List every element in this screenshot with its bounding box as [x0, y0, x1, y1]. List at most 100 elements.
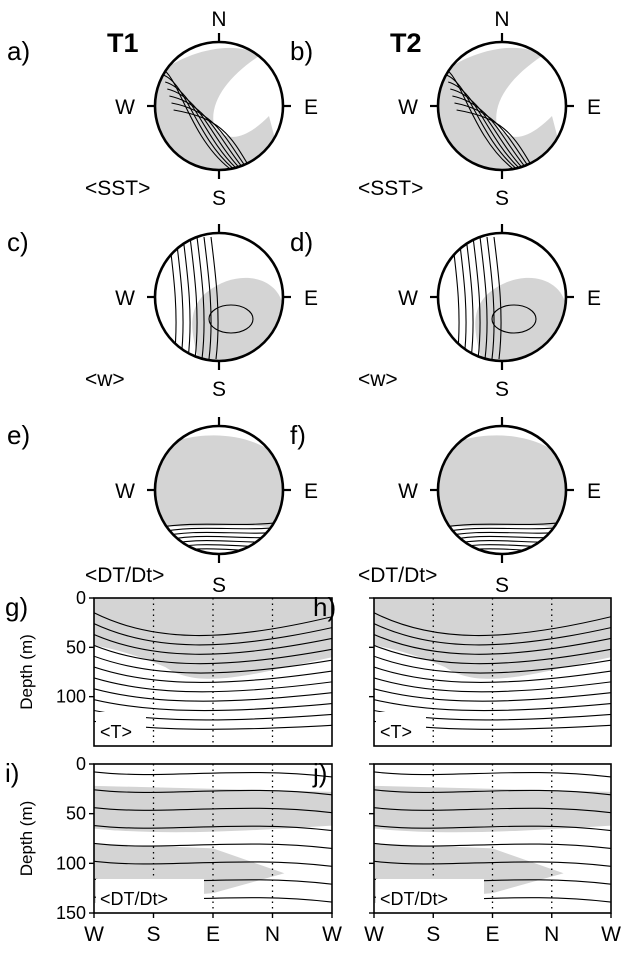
- compass-east: E: [587, 480, 601, 503]
- title-t2: T2: [390, 28, 422, 58]
- x-tick-label: N: [544, 923, 559, 946]
- polar-map-a: N W E Sa) <SST>: [7, 8, 318, 210]
- compass-east: E: [304, 96, 318, 119]
- contour-line: [167, 88, 240, 169]
- contour-line: [196, 236, 205, 360]
- x-tick-label: S: [426, 923, 440, 946]
- contour-line: [493, 236, 502, 360]
- depth-section-j: <DT/Dt> W S E N Wj): [312, 758, 621, 946]
- contour-line: [94, 655, 332, 674]
- x-tick-label: W: [84, 923, 104, 946]
- polar-map-c: W E Sc) <w>: [7, 224, 318, 401]
- compass-east: E: [304, 287, 318, 310]
- contour-line: [160, 67, 230, 169]
- contour-line: [374, 807, 611, 814]
- contour-line: [374, 677, 611, 693]
- label-background: [376, 712, 426, 744]
- compass-south: S: [495, 378, 509, 401]
- contour-line: [456, 109, 534, 169]
- contour-line: [169, 95, 244, 169]
- contour-line: [175, 236, 184, 360]
- x-tick-label: S: [146, 923, 160, 946]
- depth-section-h: <T> h): [313, 592, 612, 747]
- compass-south: S: [212, 574, 226, 597]
- x-tick-label: E: [485, 923, 499, 946]
- title-t1: T1: [107, 28, 139, 58]
- contour-line: [458, 236, 467, 360]
- contour-line: [94, 699, 332, 712]
- panel-label-f: f): [290, 420, 306, 450]
- contour-line: [438, 521, 566, 529]
- y-axis-label: Depth (m): [17, 801, 36, 877]
- shaded-region: [438, 435, 566, 530]
- x-tick-label: E: [206, 923, 220, 946]
- panel-label-g: g): [5, 592, 28, 622]
- y-tick-label: 100: [56, 687, 86, 707]
- contour-line: [94, 825, 332, 832]
- variable-label-f: <DT/Dt>: [358, 564, 437, 587]
- contour-line: [94, 644, 332, 665]
- contour-line: [374, 655, 611, 674]
- x-tick-label: W: [601, 923, 621, 946]
- panel-label-c: c): [7, 227, 29, 257]
- panel-label-j: j): [312, 758, 327, 788]
- contour-line: [94, 677, 332, 693]
- contour-line: [210, 236, 219, 360]
- compass-north: N: [211, 8, 226, 31]
- compass-south: S: [212, 378, 226, 401]
- contour-line: [445, 74, 516, 169]
- contour-line: [94, 771, 332, 778]
- y-tick-label: 50: [66, 804, 86, 824]
- contour-line: [374, 623, 611, 646]
- label-background: [376, 879, 484, 911]
- contour-line: [94, 860, 332, 867]
- compass-east: E: [304, 480, 318, 503]
- contour-line: [182, 236, 191, 360]
- polar-map-b: N W E Sb) <SST>: [290, 8, 601, 210]
- contour-line: [208, 304, 254, 334]
- plot-frame: [93, 597, 333, 747]
- compass-east: E: [587, 96, 601, 119]
- panel-label-e: e): [7, 420, 30, 450]
- contour-line: [374, 860, 611, 867]
- contour-line: [94, 612, 332, 637]
- compass-west: W: [115, 287, 135, 310]
- contour-line: [374, 634, 611, 655]
- polar-map-f: W E Sf) <DT/Dt>: [290, 417, 601, 597]
- panel-label-a: a): [7, 36, 30, 66]
- polar-map-d: W E Sd) <w>: [290, 224, 601, 401]
- shaded-region: [192, 277, 283, 361]
- label-background: [96, 712, 146, 744]
- shaded-region: [438, 47, 566, 170]
- contour-line: [465, 236, 474, 360]
- x-tick-label: N: [265, 923, 280, 946]
- variable-label-g: <T>: [100, 722, 132, 742]
- y-tick-label: 0: [76, 588, 86, 608]
- compass-west: W: [115, 96, 135, 119]
- contour-line: [374, 699, 611, 712]
- depth-section-i: <DT/Dt> 0 50 100 150 Depth (m) W S E N Wi): [5, 754, 342, 946]
- panel-label-b: b): [290, 36, 313, 66]
- shaded-region: [155, 47, 283, 170]
- contour-line: [203, 236, 212, 360]
- variable-label-h: <T>: [380, 722, 412, 742]
- compass-south: S: [495, 574, 509, 597]
- variable-label-c: <w>: [85, 368, 125, 391]
- contour-line: [94, 623, 332, 646]
- contour-line: [94, 842, 332, 849]
- panel-label-i: i): [5, 758, 19, 788]
- contour-line: [171, 102, 247, 169]
- y-axis-label: Depth (m): [17, 634, 36, 710]
- polar-map-e: W E Se) <DT/Dt>: [7, 417, 318, 597]
- variable-label-a: <SST>: [85, 177, 150, 200]
- x-tick-label: W: [364, 923, 384, 946]
- contour-line: [486, 236, 495, 360]
- plot-frame: [373, 597, 612, 747]
- y-tick-label: 50: [66, 637, 86, 657]
- contour-line: [374, 771, 611, 778]
- variable-label-j: <DT/Dt>: [380, 889, 448, 909]
- variable-label-i: <DT/Dt>: [100, 889, 168, 909]
- contour-line: [374, 825, 611, 832]
- compass-east: E: [587, 287, 601, 310]
